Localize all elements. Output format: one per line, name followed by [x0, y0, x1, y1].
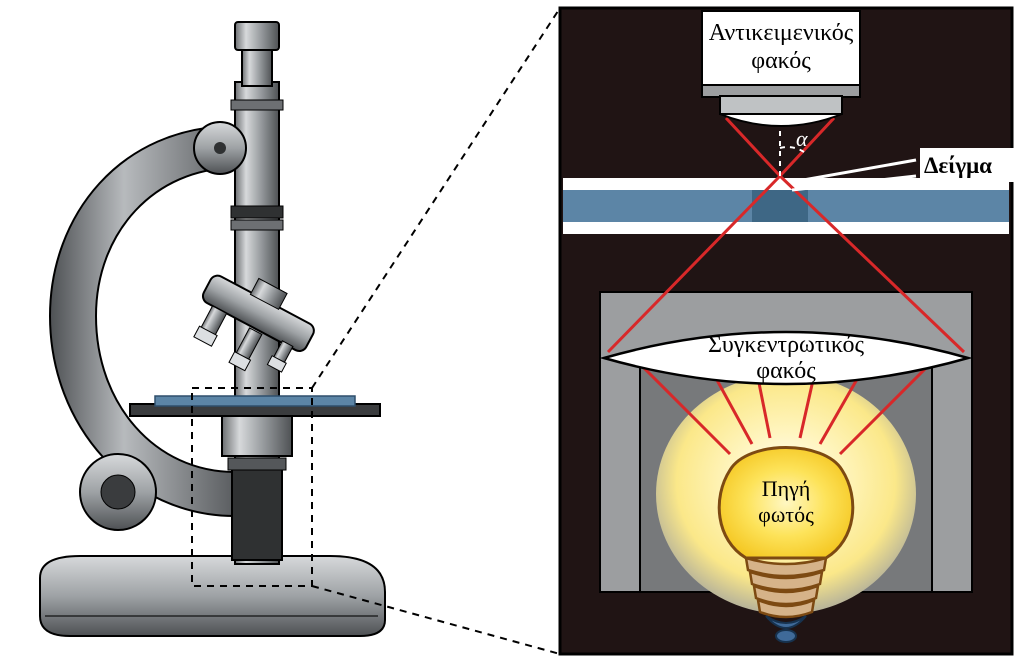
objective-label-box: Αντικειμενικός φακός — [702, 11, 860, 85]
light-label-l2: φωτός — [758, 502, 814, 527]
light-label-l1: Πηγή — [762, 476, 811, 501]
condenser-label-l2: φακός — [756, 358, 816, 384]
condenser-label-l1: Συγκεντρωτικός — [708, 332, 865, 358]
objective-label-l2: φακός — [751, 48, 811, 74]
microscope-illustration — [40, 22, 385, 636]
diagram-root: α Αντικειμενικός φακός Συγκεντρωτικός φα… — [0, 0, 1024, 662]
detail-panel: α Αντικειμενικός φακός Συγκεντρωτικός φα… — [560, 8, 1012, 654]
sample-label-group: Δείγμα — [920, 148, 1020, 182]
objective-label-l1: Αντικειμενικός — [709, 20, 854, 46]
alpha-label: α — [796, 126, 808, 151]
sample-label: Δείγμα — [924, 153, 992, 178]
